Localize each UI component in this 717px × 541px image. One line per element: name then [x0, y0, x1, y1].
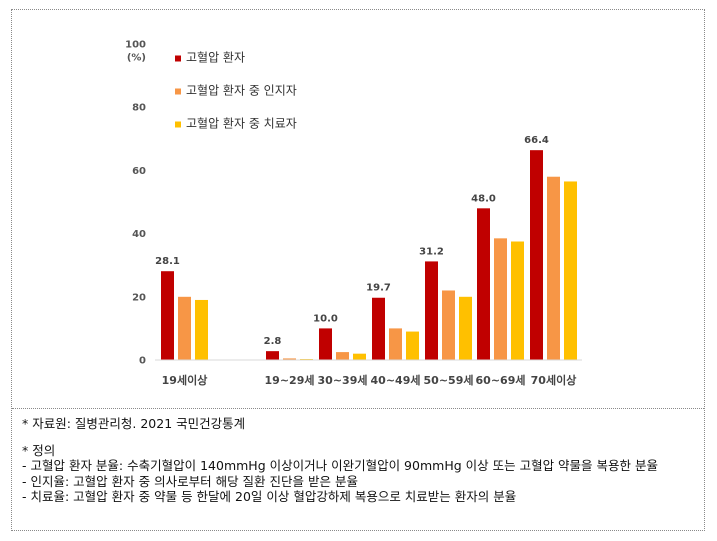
x-tick-label: 40~49세 [371, 373, 421, 387]
bar [372, 297, 385, 360]
bar [425, 261, 438, 360]
figure-frame [11, 9, 705, 531]
x-tick-label: 30~39세 [318, 373, 368, 387]
legend-label: 고혈압 환자 [186, 51, 245, 65]
legend-label: 고혈압 환자 중 인지자 [186, 84, 297, 98]
definition-hypertension-rate: - 고혈압 환자 분율: 수축기혈압이 140mmHg 이상이거나 이완기혈압이… [22, 458, 658, 473]
bar [389, 328, 402, 360]
source-note: * 자료원: 질병관리청. 2021 국민건강통계 [22, 416, 246, 431]
bar [178, 296, 191, 360]
bar [511, 241, 524, 360]
x-tick-label: 70세이상 [531, 373, 577, 387]
data-label: 31.2 [419, 246, 444, 257]
bar [195, 299, 208, 360]
data-label: 28.1 [155, 256, 180, 267]
y-axis-unit: (%) [127, 53, 146, 64]
bar [477, 208, 490, 360]
data-label: 10.0 [313, 313, 338, 324]
y-tick-label: 20 [132, 292, 146, 303]
legend-label: 고혈압 환자 중 치료자 [186, 117, 297, 131]
definition-awareness-rate: - 인지율: 고혈압 환자 중 의사로부터 해당 질환 진단을 받은 분율 [22, 473, 358, 489]
bar [161, 271, 174, 360]
data-label: 66.4 [524, 135, 549, 146]
bar [459, 296, 472, 360]
y-tick-label: 0 [139, 356, 146, 367]
x-tick-label: 60~69세 [476, 373, 526, 387]
bar-chart: 0 20 40 60 80 100 (%) 28.1 2.8 10.0 19.7 31.2 48.0 66… [125, 40, 582, 387]
notes-divider [12, 408, 704, 409]
y-axis-top-label: 100 [125, 40, 146, 51]
x-tick-label: 50~59세 [424, 373, 474, 387]
data-label: 19.7 [366, 283, 391, 294]
bar [442, 290, 455, 360]
definition-treatment-rate: - 치료율: 고혈압 환자 중 약물 등 한달에 20일 이상 혈압강하제 복용… [22, 489, 517, 504]
x-tick-label: 19세이상 [162, 373, 208, 387]
bar [406, 331, 419, 360]
y-tick-label: 80 [132, 103, 146, 114]
bar [530, 150, 543, 360]
x-tick-label: 19~29세 [265, 373, 315, 387]
y-tick-label: 40 [132, 229, 146, 240]
bar [283, 358, 296, 360]
bar [319, 328, 332, 360]
legend-swatch [175, 121, 181, 128]
bar [564, 181, 577, 360]
legend-swatch [175, 88, 181, 95]
notes-section: * 자료원: 질병관리청. 2021 국민건강통계 * 정의 - 고혈압 환자 … [22, 416, 698, 505]
bar [336, 352, 349, 360]
bar [353, 353, 366, 360]
bar [547, 176, 560, 360]
bar [266, 351, 279, 360]
y-tick-label: 60 [132, 166, 146, 177]
definition-title: * 정의 [22, 442, 56, 458]
bar [494, 238, 507, 360]
legend-swatch [175, 55, 181, 62]
data-label: 48.0 [471, 193, 496, 204]
data-label: 2.8 [264, 336, 282, 347]
